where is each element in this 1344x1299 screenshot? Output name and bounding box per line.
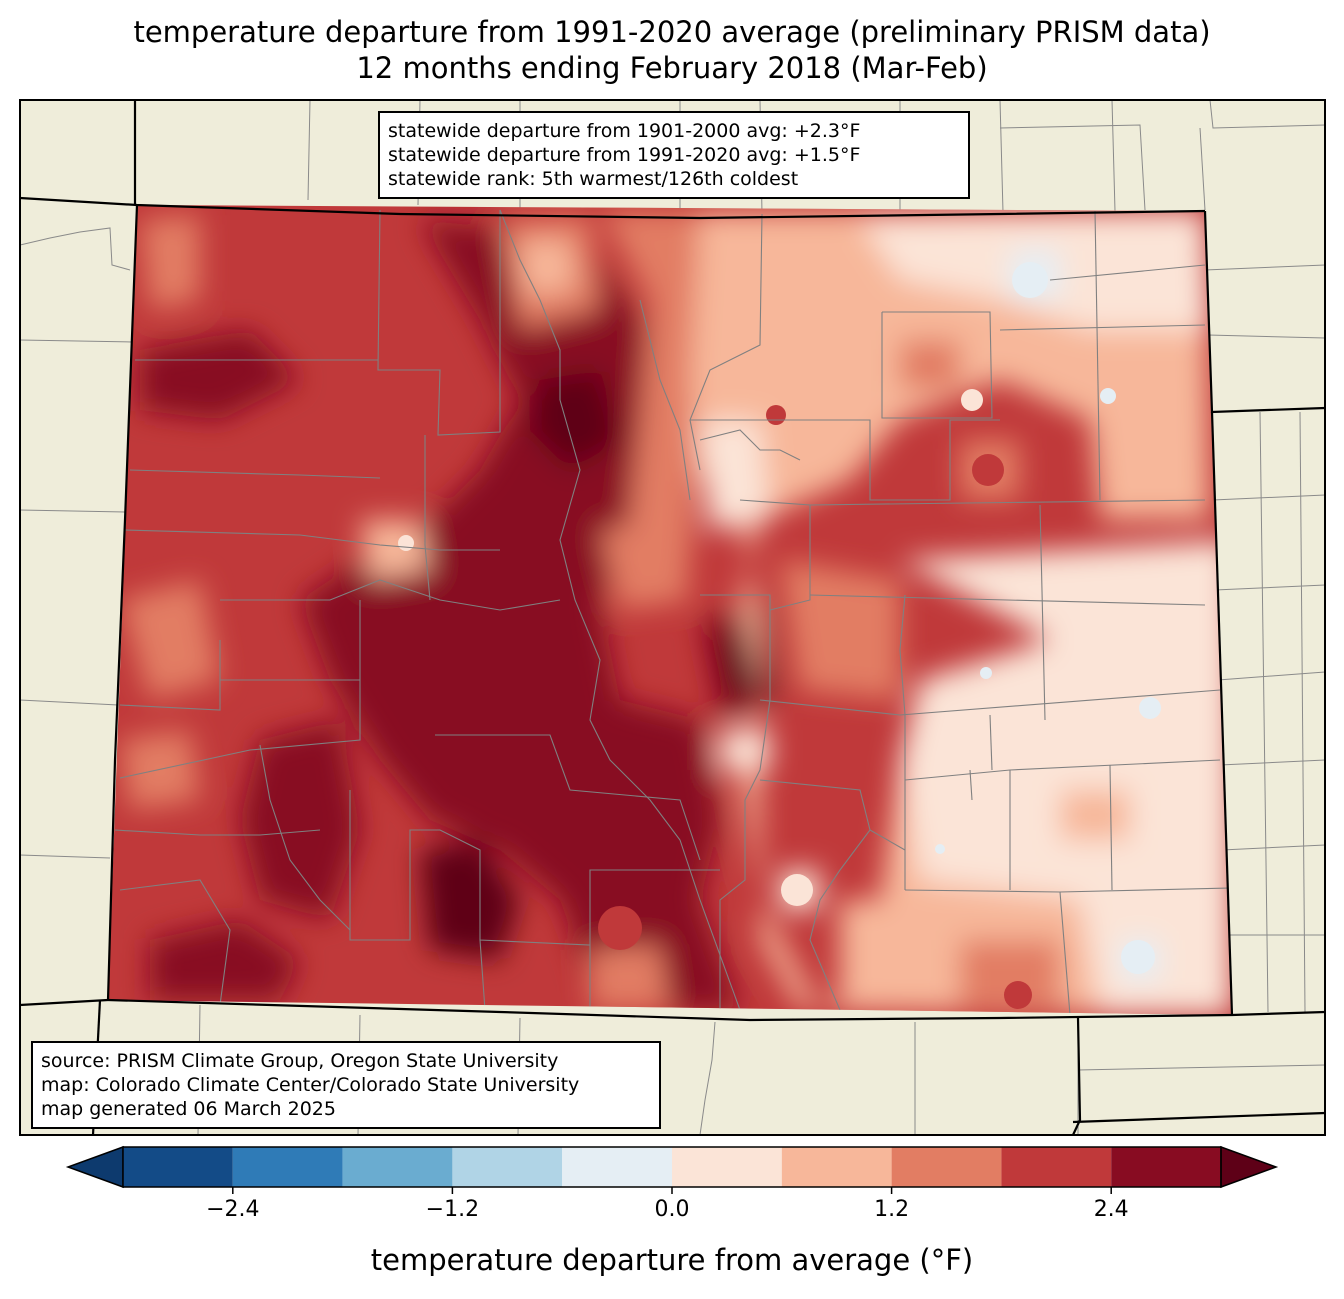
- state-boundaries: [20, 100, 1325, 1135]
- colorbar-extend-high: [1220, 1145, 1279, 1189]
- source-line-1: source: PRISM Climate Group, Oregon Stat…: [41, 1050, 559, 1072]
- county-lines: [114, 209, 1231, 1015]
- title-line-2: 12 months ending February 2018 (Mar-Feb): [356, 51, 988, 85]
- stats-line-1: statewide departure from 1901-2000 avg: …: [388, 120, 861, 142]
- map-frame: [19, 99, 1326, 1136]
- source-box: source: PRISM Climate Group, Oregon Stat…: [31, 1041, 661, 1129]
- colorbar-segment: [452, 1147, 563, 1187]
- colorbar-segment: [1001, 1147, 1112, 1187]
- colorbar-tick-label: −2.4: [206, 1197, 260, 1222]
- colorbar-segment: [1111, 1147, 1221, 1187]
- statewide-stats-box: statewide departure from 1901-2000 avg: …: [378, 111, 970, 199]
- map-title: temperature departure from 1991-2020 ave…: [0, 14, 1344, 86]
- colorbar-segment: [672, 1147, 782, 1187]
- colorbar-segment: [342, 1147, 453, 1187]
- colorbar-tick-label: 0.0: [654, 1197, 690, 1222]
- title-line-1: temperature departure from 1991-2020 ave…: [133, 15, 1211, 49]
- colorbar: [65, 1145, 1279, 1194]
- stats-line-3: statewide rank: 5th warmest/126th coldes…: [388, 168, 799, 190]
- source-line-2: map: Colorado Climate Center/Colorado St…: [41, 1074, 580, 1096]
- anomaly-field: [108, 205, 1232, 1015]
- colorbar-segment: [562, 1147, 672, 1187]
- colorbar-segment: [891, 1147, 1002, 1187]
- colorbar-title: temperature departure from average (°F): [370, 1243, 974, 1277]
- colorbar-segment: [781, 1147, 892, 1187]
- colorbar-tick-label: 2.4: [1093, 1197, 1129, 1222]
- source-line-3: map generated 06 March 2025: [41, 1098, 336, 1120]
- colorbar-segment: [232, 1147, 343, 1187]
- colorbar-tick-label: 1.2: [874, 1197, 910, 1222]
- colorbar-tick-label: −1.2: [425, 1197, 480, 1222]
- colorbar-extend-low: [65, 1145, 124, 1189]
- stats-line-2: statewide departure from 1991-2020 avg: …: [388, 144, 861, 166]
- colorbar-segment: [123, 1147, 233, 1187]
